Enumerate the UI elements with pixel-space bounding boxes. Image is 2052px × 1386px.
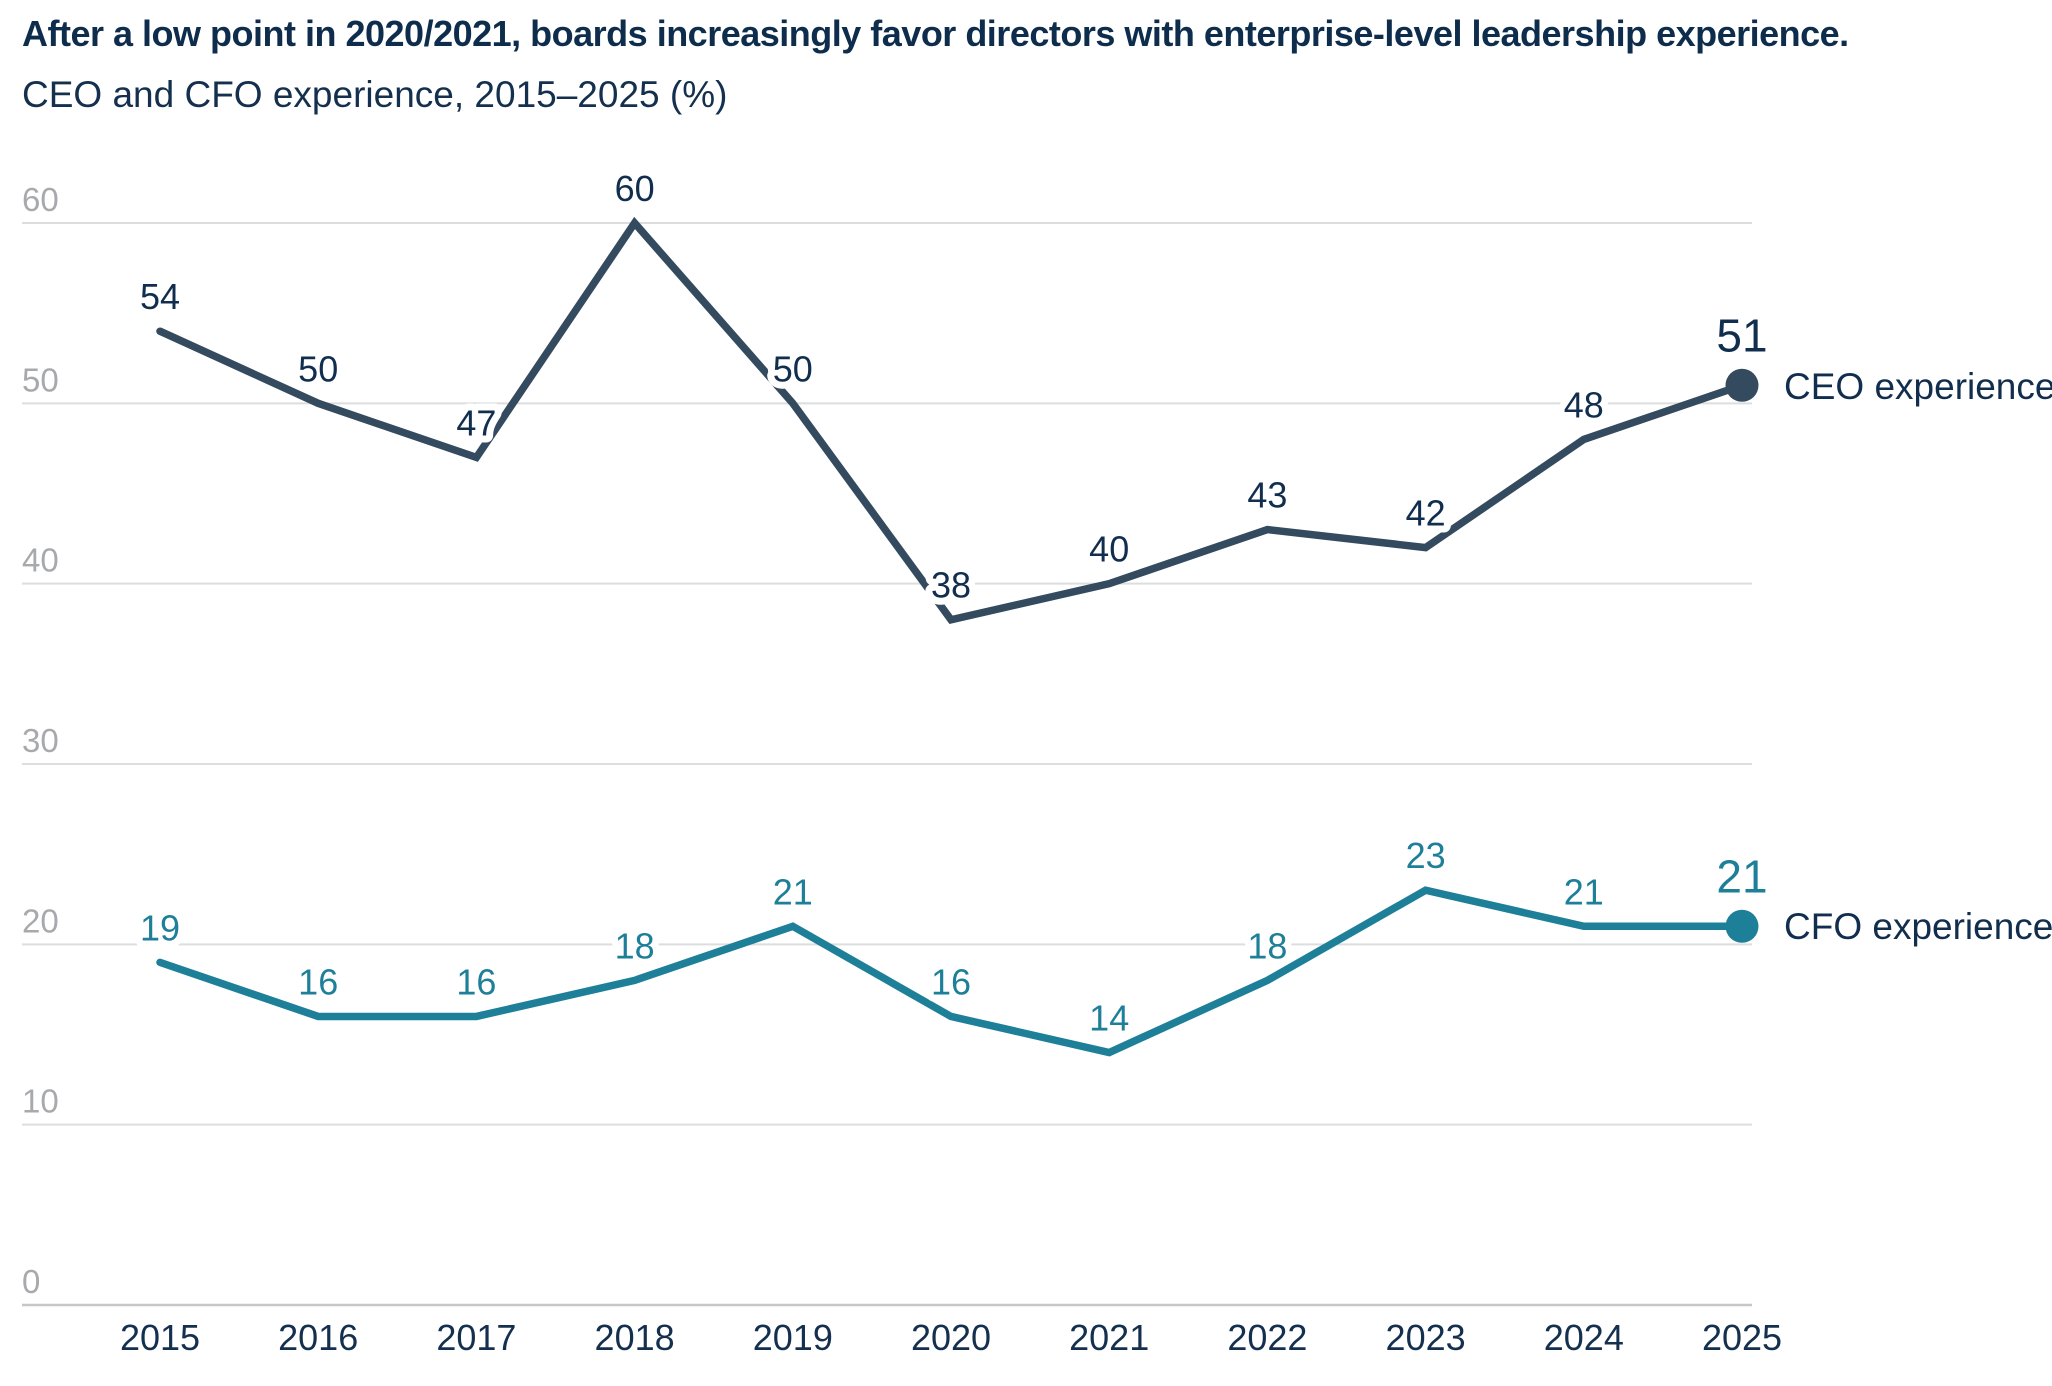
value-label-cfo-experience-2021: 14: [1089, 998, 1129, 1039]
y-tick-label-20: 20: [22, 902, 59, 939]
value-label-ceo-experience-2015: 54: [140, 276, 180, 317]
value-label-cfo-experience-2022: 18: [1247, 925, 1287, 966]
value-label-cfo-experience-2023: 23: [1406, 835, 1446, 876]
end-marker-ceo-experience: [1725, 368, 1759, 402]
value-label-ceo-experience-2020: 38: [931, 565, 971, 606]
y-tick-label-40: 40: [22, 542, 59, 579]
value-label-ceo-experience-2024: 48: [1564, 384, 1604, 425]
value-label-ceo-experience-2018: 60: [615, 168, 655, 209]
legend-label-ceo-experience: CEO experience: [1784, 366, 2052, 407]
value-label-cfo-experience-2016: 16: [298, 961, 338, 1002]
value-label-ceo-experience-2023: 42: [1406, 493, 1446, 534]
series-line-ceo-experience: [156, 216, 1746, 624]
value-label-ceo-experience-2016: 50: [298, 348, 338, 389]
value-label-ceo-experience-2025: 51: [1716, 309, 1767, 361]
value-label-cfo-experience-2017: 16: [456, 961, 496, 1002]
value-label-ceo-experience-2017: 47: [456, 402, 496, 443]
value-label-cfo-experience-2025: 21: [1716, 850, 1767, 902]
x-tick-label-2023: 2023: [1386, 1317, 1466, 1358]
value-label-cfo-experience-2024: 21: [1564, 871, 1604, 912]
value-label-cfo-experience-2018: 18: [615, 925, 655, 966]
chart-title: After a low point in 2020/2021, boards i…: [22, 13, 1849, 54]
x-tick-label-2020: 2020: [911, 1317, 991, 1358]
y-tick-label-0: 0: [22, 1263, 40, 1300]
x-tick-label-2025: 2025: [1702, 1317, 1782, 1358]
x-tick-label-2015: 2015: [120, 1317, 200, 1358]
series-line-cfo-experience: [156, 886, 1746, 1057]
chart-subtitle: CEO and CFO experience, 2015–2025 (%): [22, 74, 728, 116]
x-tick-label-2024: 2024: [1544, 1317, 1624, 1358]
value-label-ceo-experience-2022: 43: [1247, 475, 1287, 516]
value-label-cfo-experience-2019: 21: [773, 871, 813, 912]
chart-header: After a low point in 2020/2021, boards i…: [22, 12, 2036, 118]
legend-label-cfo-experience: CFO experience: [1784, 906, 2052, 947]
y-tick-label-10: 10: [22, 1083, 59, 1120]
x-tick-label-2021: 2021: [1069, 1317, 1149, 1358]
y-tick-label-60: 60: [22, 181, 59, 218]
x-tick-label-2016: 2016: [278, 1317, 358, 1358]
x-tick-label-2018: 2018: [595, 1317, 675, 1358]
x-tick-label-2019: 2019: [753, 1317, 833, 1358]
value-label-cfo-experience-2015: 19: [140, 907, 180, 948]
x-tick-label-2022: 2022: [1227, 1317, 1307, 1358]
end-marker-cfo-experience: [1725, 909, 1759, 943]
x-tick-label-2017: 2017: [436, 1317, 516, 1358]
value-label-cfo-experience-2020: 16: [931, 961, 971, 1002]
value-label-ceo-experience-2019: 50: [773, 348, 813, 389]
y-tick-label-30: 30: [22, 722, 59, 759]
y-tick-label-50: 50: [22, 361, 59, 398]
value-label-ceo-experience-2021: 40: [1089, 529, 1129, 570]
